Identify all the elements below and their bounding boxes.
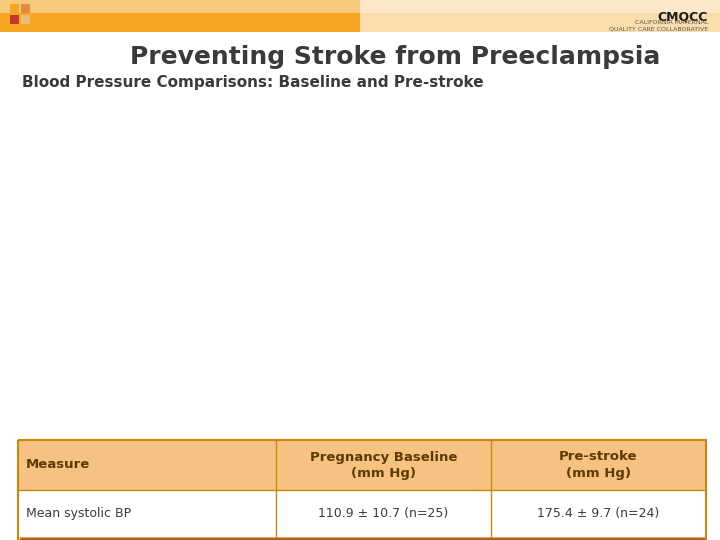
- Text: Measure: Measure: [26, 458, 90, 471]
- Text: Preventing Stroke from Preeclampsia: Preventing Stroke from Preeclampsia: [130, 45, 660, 69]
- Bar: [21, 4, 30, 13]
- Text: Pre-stroke
(mm Hg): Pre-stroke (mm Hg): [559, 450, 638, 480]
- Text: 175.4 ± 9.7 (n=24): 175.4 ± 9.7 (n=24): [537, 507, 660, 520]
- Bar: [18, 490, 706, 537]
- Bar: [18, 537, 706, 540]
- Text: CMQCC: CMQCC: [657, 10, 708, 23]
- Bar: [0, 0, 720, 32]
- Bar: [10, 4, 19, 13]
- Text: CALIFORNIA MATERNAL
QUALITY CARE COLLABORATIVE: CALIFORNIA MATERNAL QUALITY CARE COLLABO…: [609, 20, 708, 32]
- Bar: [21, 15, 30, 24]
- Bar: [10, 15, 19, 24]
- Text: Blood Pressure Comparisons: Baseline and Pre-stroke: Blood Pressure Comparisons: Baseline and…: [22, 76, 484, 91]
- Text: Pregnancy Baseline
(mm Hg): Pregnancy Baseline (mm Hg): [310, 450, 457, 480]
- Bar: [360, 0, 720, 32]
- Bar: [0, 0, 720, 13]
- Text: Mean systolic BP: Mean systolic BP: [26, 507, 131, 520]
- Bar: [19, 538, 704, 540]
- Bar: [18, 440, 706, 490]
- Bar: [18, 440, 706, 540]
- Text: 110.9 ± 10.7 (n=25): 110.9 ± 10.7 (n=25): [318, 507, 449, 520]
